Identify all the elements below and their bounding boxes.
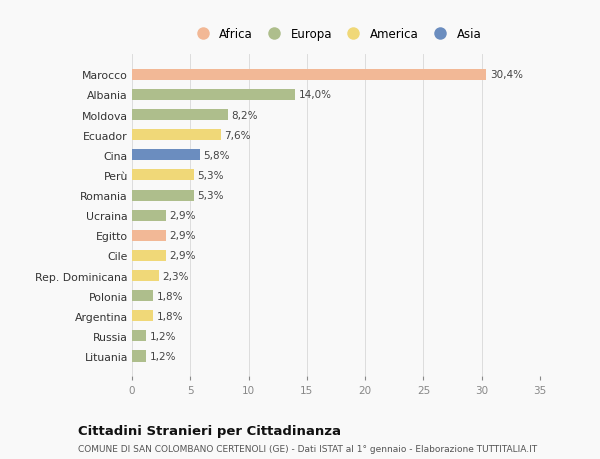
Bar [132,190,194,201]
Bar [132,170,194,181]
Text: 5,3%: 5,3% [197,171,224,180]
Bar [132,230,166,241]
Text: 2,9%: 2,9% [169,251,196,261]
Text: 14,0%: 14,0% [299,90,332,100]
Text: 1,8%: 1,8% [157,291,183,301]
Text: 1,2%: 1,2% [149,331,176,341]
Text: 2,9%: 2,9% [169,211,196,221]
Text: 30,4%: 30,4% [490,70,523,80]
Bar [132,90,295,101]
Bar [132,110,227,121]
Bar [132,250,166,262]
Bar [132,150,200,161]
Bar [132,270,159,281]
Bar [132,311,153,322]
Text: 7,6%: 7,6% [224,130,251,140]
Text: 5,3%: 5,3% [197,190,224,201]
Text: 1,2%: 1,2% [149,351,176,361]
Bar [132,70,487,81]
Bar [132,351,146,362]
Bar [132,330,146,341]
Text: 2,9%: 2,9% [169,231,196,241]
Bar [132,291,153,302]
Bar [132,210,166,221]
Text: 1,8%: 1,8% [157,311,183,321]
Text: 5,8%: 5,8% [203,151,230,161]
Text: 8,2%: 8,2% [231,110,257,120]
Bar [132,130,221,141]
Legend: Africa, Europa, America, Asia: Africa, Europa, America, Asia [188,26,484,43]
Text: Cittadini Stranieri per Cittadinanza: Cittadini Stranieri per Cittadinanza [78,425,341,437]
Text: COMUNE DI SAN COLOMBANO CERTENOLI (GE) - Dati ISTAT al 1° gennaio - Elaborazione: COMUNE DI SAN COLOMBANO CERTENOLI (GE) -… [78,444,537,453]
Text: 2,3%: 2,3% [163,271,189,281]
